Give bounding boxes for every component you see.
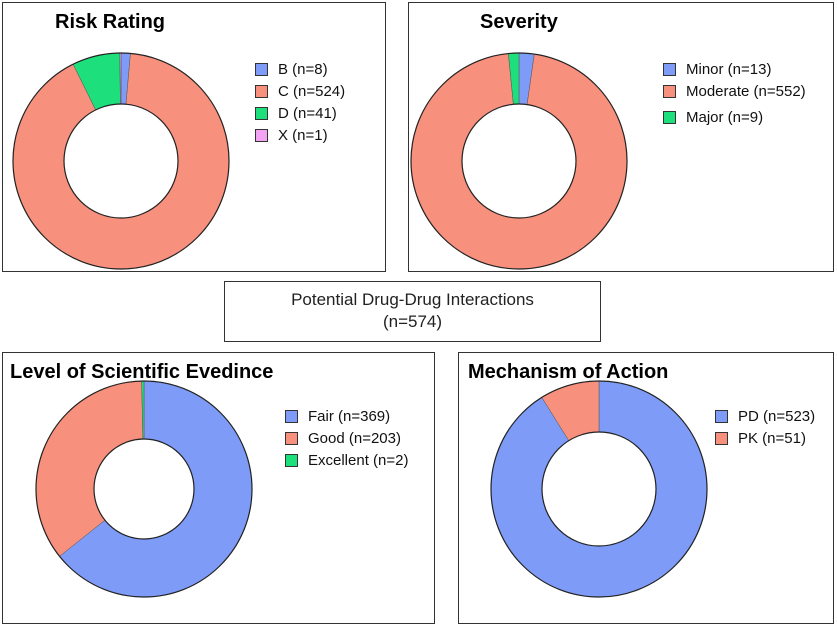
total-interactions-box: Potential Drug-Drug Interactions (n=574) xyxy=(224,281,601,342)
evidence-panel: Level of Scientific Evedince Fair (n=369… xyxy=(2,352,435,624)
chart-legend: PD (n=523) PK (n=51) xyxy=(715,405,815,449)
legend-item: Excellent (n=2) xyxy=(285,449,408,471)
legend-swatch xyxy=(255,84,268,98)
legend-swatch xyxy=(285,453,298,467)
legend-item: Major (n=9) xyxy=(663,106,806,128)
donut-hole xyxy=(93,438,195,540)
donut-hole xyxy=(63,103,179,219)
legend-swatch xyxy=(255,106,268,120)
chart-title: Level of Scientific Evedince xyxy=(10,361,274,383)
legend-item: B (n=8) xyxy=(255,58,345,80)
donut-chart xyxy=(12,52,230,270)
risk-rating-panel: Risk Rating B (n=8) C (n=524) D (n=41) X… xyxy=(2,2,386,272)
mechanism-panel: Mechanism of Action PD (n=523) PK (n=51) xyxy=(458,352,834,624)
legend-label: B (n=8) xyxy=(278,60,328,78)
legend-label: PK (n=51) xyxy=(738,429,806,447)
legend-item: Good (n=203) xyxy=(285,427,408,449)
total-count: (n=574) xyxy=(382,312,443,331)
donut-chart xyxy=(410,52,628,270)
total-title: Potential Drug-Drug Interactions xyxy=(291,290,534,309)
donut-outline xyxy=(490,380,708,598)
legend-swatch xyxy=(255,62,268,76)
legend-label: C (n=524) xyxy=(278,82,346,100)
chart-title: Risk Rating xyxy=(55,11,166,33)
donut-hole xyxy=(461,103,577,219)
legend-item: PD (n=523) xyxy=(715,405,815,427)
chart-legend: Minor (n=13) Moderate (n=552) Major (n=9… xyxy=(663,58,806,128)
legend-item: Moderate (n=552) xyxy=(663,80,806,102)
legend-label: PD (n=523) xyxy=(738,407,816,425)
chart-legend: B (n=8) C (n=524) D (n=41) X (n=1) xyxy=(255,58,345,146)
legend-swatch xyxy=(285,431,298,445)
legend-swatch xyxy=(715,409,728,423)
donut-chart xyxy=(35,380,253,598)
donut-outline xyxy=(410,52,628,270)
legend-item: Fair (n=369) xyxy=(285,405,408,427)
severity-panel: Severity Minor (n=13) Moderate (n=552) M… xyxy=(408,2,834,272)
legend-swatch xyxy=(663,110,676,124)
legend-swatch xyxy=(715,431,728,445)
chart-title: Severity xyxy=(480,11,558,33)
donut-hole xyxy=(541,431,657,547)
legend-item: X (n=1) xyxy=(255,124,345,146)
legend-swatch xyxy=(285,409,298,423)
donut-outline xyxy=(35,380,253,598)
legend-swatch xyxy=(255,128,268,142)
legend-label: Good (n=203) xyxy=(308,429,401,447)
legend-item: C (n=524) xyxy=(255,80,345,102)
legend-label: Moderate (n=552) xyxy=(686,82,806,100)
legend-swatch xyxy=(663,62,676,76)
legend-label: Fair (n=369) xyxy=(308,407,391,425)
legend-label: X (n=1) xyxy=(278,126,328,144)
legend-item: D (n=41) xyxy=(255,102,345,124)
chart-title: Mechanism of Action xyxy=(468,361,669,383)
legend-label: Excellent (n=2) xyxy=(308,451,409,469)
legend-label: Major (n=9) xyxy=(686,108,764,126)
chart-legend: Fair (n=369) Good (n=203) Excellent (n=2… xyxy=(285,405,408,471)
legend-swatch xyxy=(663,84,676,98)
legend-label: Minor (n=13) xyxy=(686,60,772,78)
donut-chart xyxy=(490,380,708,598)
legend-label: D (n=41) xyxy=(278,104,337,122)
legend-item: Minor (n=13) xyxy=(663,58,806,80)
legend-item: PK (n=51) xyxy=(715,427,815,449)
donut-outline xyxy=(12,52,230,270)
